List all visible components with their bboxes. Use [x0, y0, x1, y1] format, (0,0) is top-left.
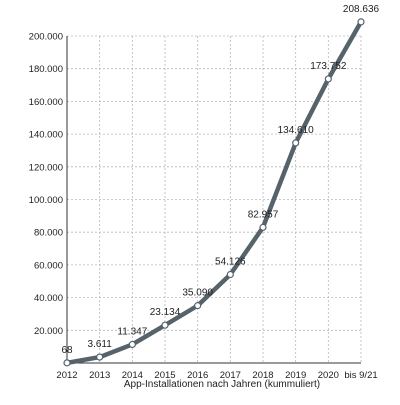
x-tick-label: 2016 — [187, 370, 208, 381]
data-label: 11.347 — [117, 326, 147, 337]
grid-layer — [66, 35, 362, 363]
y-tick-label: 140.000 — [29, 130, 63, 141]
data-point-marker — [259, 223, 267, 231]
series-layer — [63, 18, 365, 367]
x-tick-label: 2020 — [318, 370, 339, 381]
y-tick-label: 200.000 — [29, 32, 63, 43]
data-label: 3.611 — [88, 339, 113, 350]
y-tick-label: 40.000 — [34, 293, 63, 304]
x-tick-label: 2013 — [89, 370, 110, 381]
data-point-marker — [96, 353, 104, 361]
data-point-marker — [194, 302, 202, 310]
y-tick-label: 180.000 — [29, 64, 63, 75]
data-point-marker — [63, 359, 71, 367]
x-tick-label: 2012 — [56, 370, 77, 381]
data-point-marker — [292, 139, 300, 147]
data-label: 54.126 — [215, 257, 246, 268]
data-label: 23.134 — [150, 307, 181, 318]
data-point-marker — [226, 270, 234, 279]
y-tick-label: 120.000 — [29, 162, 63, 173]
data-label: 82.957 — [248, 209, 279, 220]
data-point-marker — [128, 340, 136, 349]
data-label: 134.610 — [278, 125, 315, 136]
y-tick-label: 20.000 — [34, 326, 63, 337]
x-tick-label: bis 9/21 — [344, 370, 377, 381]
data-label: 173.752 — [310, 61, 347, 72]
data-label: 35.090 — [182, 288, 213, 299]
axis-layer: 20.000 40.000 60.000 80.000 100.000 120.000 14… — [29, 32, 378, 382]
x-tick-label: 2018 — [252, 370, 273, 381]
x-tick-label: 2019 — [285, 370, 306, 381]
data-label: 68 — [61, 345, 73, 356]
x-tick-label: 2015 — [154, 370, 175, 381]
y-tick-label: 60.000 — [34, 260, 63, 271]
x-tick-label: 2017 — [220, 370, 241, 381]
x-axis-title: App-Installationen nach Jahren (kummulie… — [124, 379, 320, 390]
y-tick-label: 80.000 — [34, 228, 63, 239]
series-line — [64, 19, 364, 366]
y-tick-label: 100.000 — [29, 195, 63, 206]
y-tick-label: 160.000 — [29, 97, 63, 108]
data-point-marker — [161, 321, 169, 329]
data-point-marker — [324, 75, 332, 83]
data-point-marker — [357, 18, 365, 26]
x-tick-label: 2014 — [122, 370, 143, 381]
data-label: 208.636 — [343, 4, 380, 15]
